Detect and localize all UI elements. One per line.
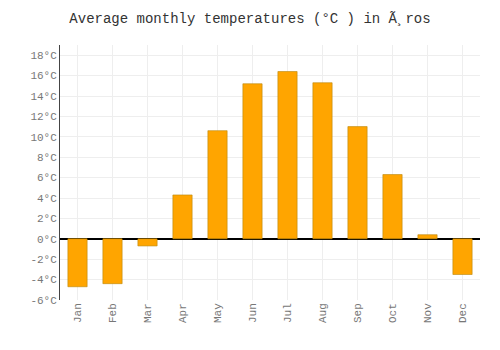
svg-text:Nov: Nov [422, 303, 434, 323]
svg-text:-6°C: -6°C [30, 295, 57, 307]
svg-text:16°C: 16°C [30, 70, 57, 82]
svg-text:2°C: 2°C [37, 213, 57, 225]
svg-text:-2°C: -2°C [30, 254, 57, 266]
svg-text:Oct: Oct [387, 303, 399, 323]
svg-text:-4°C: -4°C [30, 274, 57, 286]
svg-text:12°C: 12°C [30, 111, 57, 123]
svg-text:10°C: 10°C [30, 132, 57, 144]
svg-text:May: May [212, 303, 224, 323]
svg-text:0°C: 0°C [37, 234, 57, 246]
svg-text:Jan: Jan [72, 303, 84, 323]
svg-text:Sep: Sep [352, 303, 364, 323]
svg-text:Feb: Feb [107, 303, 119, 323]
svg-text:Mar: Mar [142, 303, 154, 323]
svg-text:Jul: Jul [282, 303, 294, 323]
svg-text:6°C: 6°C [37, 172, 57, 184]
svg-text:Jun: Jun [247, 303, 259, 323]
svg-text:8°C: 8°C [37, 152, 57, 164]
svg-text:Apr: Apr [177, 303, 189, 323]
svg-text:Dec: Dec [457, 303, 469, 323]
svg-text:Average monthly temperatures (: Average monthly temperatures (°C ) in Ã¸… [69, 11, 430, 27]
svg-text:14°C: 14°C [30, 91, 57, 103]
svg-text:Aug: Aug [317, 303, 329, 323]
svg-text:18°C: 18°C [30, 50, 57, 62]
svg-text:4°C: 4°C [37, 193, 57, 205]
